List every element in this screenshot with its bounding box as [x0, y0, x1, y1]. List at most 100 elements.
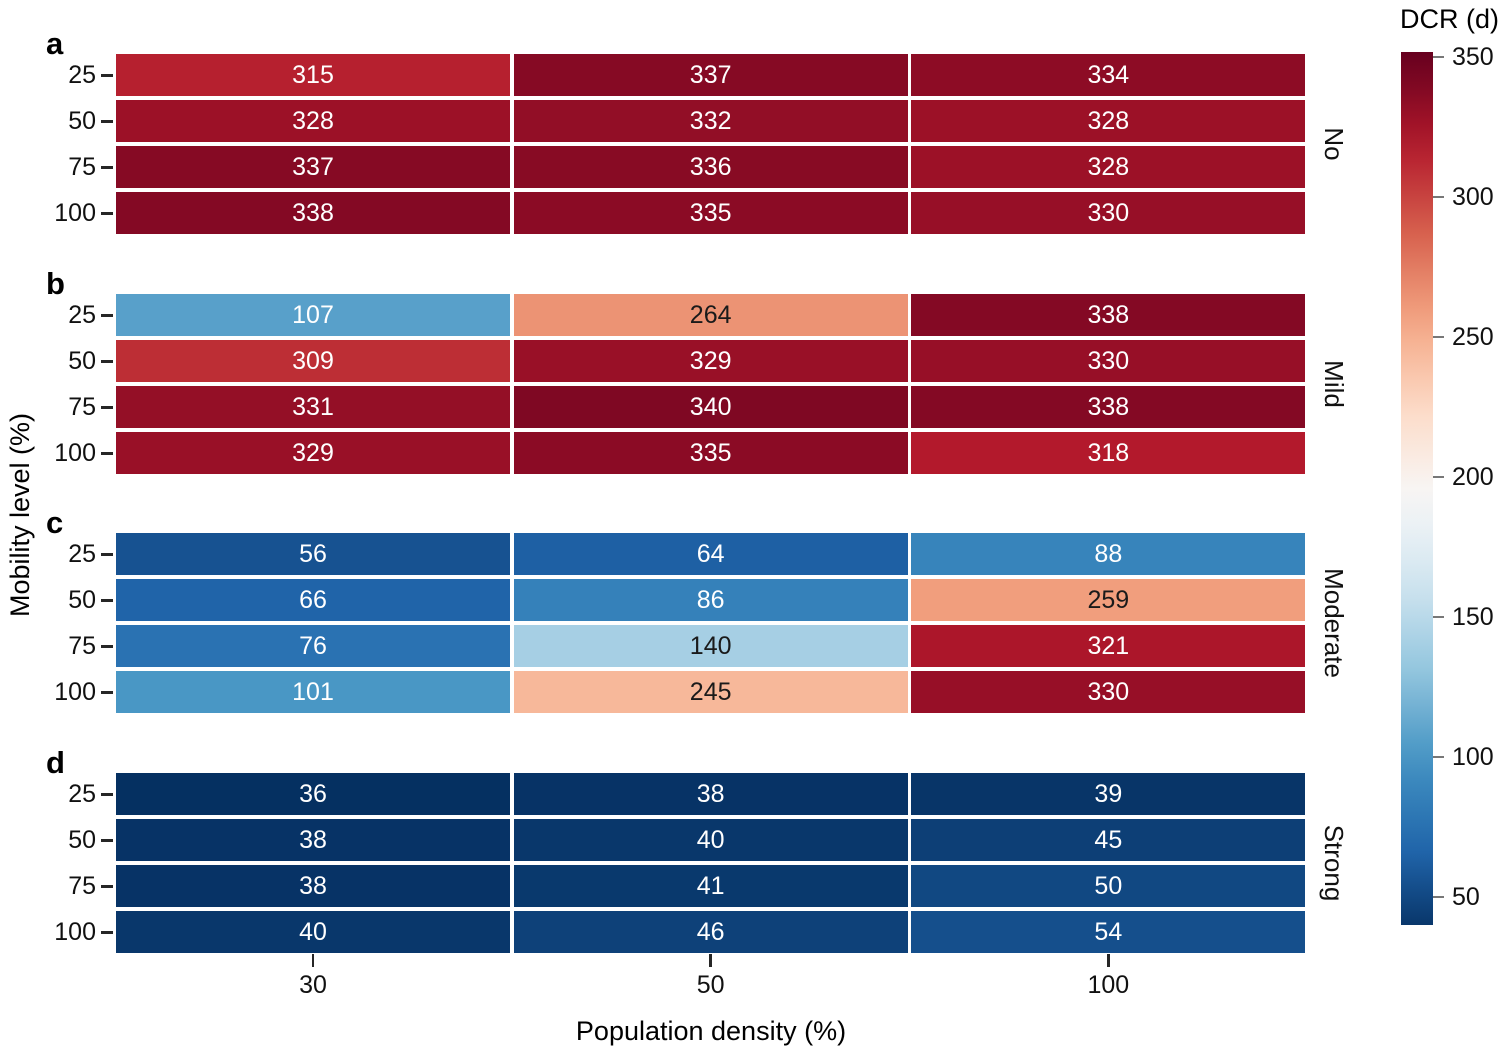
y-tick-label: 75	[68, 153, 96, 181]
heatmap-cell-b-r2-c2: 338	[911, 386, 1306, 428]
heatmap-cell-d-r1-c2: 45	[911, 819, 1306, 861]
panel-side-label-no: No	[1319, 127, 1349, 161]
y-tick-label: 75	[68, 872, 96, 900]
heatmap-cell-c-r3-c1: 245	[513, 671, 908, 713]
y-tick-mark	[101, 931, 113, 934]
y-tick-label: 100	[54, 918, 96, 946]
y-tick-label: 100	[54, 678, 96, 706]
heatmap-cell-a-r1-c2: 328	[911, 100, 1306, 142]
panel-letter-d: d	[46, 745, 65, 780]
colorbar-tick-label: 100	[1452, 743, 1494, 771]
y-tick-mark	[101, 166, 113, 169]
y-tick-mark	[101, 599, 113, 602]
colorbar-tick-mark	[1433, 755, 1444, 759]
heatmap-cell-b-r1-c2: 330	[911, 340, 1306, 382]
heatmap-cell-b-r2-c1: 340	[513, 386, 908, 428]
colorbar-title: DCR (d)	[1400, 4, 1499, 34]
heatmap-cell-d-r3-c1: 46	[513, 911, 908, 953]
heatmap-cell-b-r0-c0: 107	[116, 294, 510, 336]
x-tick-mark	[709, 954, 712, 967]
heatmap-cell-c-r0-c1: 64	[513, 533, 908, 575]
y-tick-label: 50	[68, 586, 96, 614]
y-tick-mark	[101, 645, 113, 648]
panel-side-label-strong: Strong	[1319, 824, 1349, 902]
heatmap-cell-a-r1-c0: 328	[116, 100, 510, 142]
colorbar-tick-mark	[1433, 615, 1444, 619]
heatmap-cell-d-r2-c1: 41	[513, 865, 908, 907]
heatmap-cell-c-r2-c1: 140	[513, 625, 908, 667]
y-tick-mark	[101, 793, 113, 796]
heatmap-cell-b-r3-c2: 318	[911, 432, 1306, 474]
heatmap-cell-d-r0-c2: 39	[911, 773, 1306, 815]
heatmap-cell-c-r0-c2: 88	[911, 533, 1306, 575]
heatmap-cell-b-r1-c1: 329	[513, 340, 908, 382]
heatmap-cell-a-r0-c2: 334	[911, 54, 1306, 96]
heatmap-cell-b-r1-c0: 309	[116, 340, 510, 382]
panel-side-label-moderate: Moderate	[1319, 568, 1349, 678]
heatmap-cell-a-r2-c2: 328	[911, 146, 1306, 188]
heatmap-cell-a-r3-c1: 335	[513, 192, 908, 234]
y-tick-label: 75	[68, 393, 96, 421]
y-tick-mark	[101, 74, 113, 77]
panel-letter-c: c	[46, 505, 64, 540]
heatmap-cell-a-r0-c0: 315	[116, 54, 510, 96]
heatmap-cell-d-r2-c2: 50	[911, 865, 1306, 907]
colorbar-tick-mark	[1433, 335, 1444, 339]
y-tick-label: 75	[68, 632, 96, 660]
heatmap-cell-c-r3-c2: 330	[911, 671, 1306, 713]
y-tick-mark	[101, 406, 113, 409]
heatmap-cell-a-r3-c2: 330	[911, 192, 1306, 234]
y-tick-mark	[101, 839, 113, 842]
y-tick-label: 50	[68, 347, 96, 375]
heatmap-cell-d-r3-c2: 54	[911, 911, 1306, 953]
y-tick-mark	[101, 212, 113, 215]
colorbar-tick-label: 300	[1452, 183, 1494, 211]
heatmap-cell-a-r0-c1: 337	[513, 54, 908, 96]
heatmap-cell-a-r3-c0: 338	[116, 192, 510, 234]
y-tick-label: 100	[54, 199, 96, 227]
heatmap-cell-d-r1-c0: 38	[116, 819, 510, 861]
colorbar-tick-label: 250	[1452, 323, 1494, 351]
heatmap-cell-b-r0-c1: 264	[513, 294, 908, 336]
x-axis-label: Population density (%)	[575, 1016, 847, 1046]
heatmap-cell-c-r0-c0: 56	[116, 533, 510, 575]
heatmap-cell-c-r1-c1: 86	[513, 579, 908, 621]
panel-letter-b: b	[46, 266, 65, 301]
heatmap-cell-d-r2-c0: 38	[116, 865, 510, 907]
y-tick-mark	[101, 314, 113, 317]
colorbar-tick-label: 150	[1452, 603, 1494, 631]
y-tick-mark	[101, 553, 113, 556]
heatmap-cell-d-r3-c0: 40	[116, 911, 510, 953]
y-tick-label: 25	[68, 540, 96, 568]
y-tick-label: 25	[68, 61, 96, 89]
heatmap-cell-a-r1-c1: 332	[513, 100, 908, 142]
heatmap-cell-c-r3-c0: 101	[116, 671, 510, 713]
y-tick-label: 25	[68, 301, 96, 329]
heatmap-cell-b-r0-c2: 338	[911, 294, 1306, 336]
heatmap-cell-c-r1-c0: 66	[116, 579, 510, 621]
heatmap-cell-c-r2-c2: 321	[911, 625, 1306, 667]
colorbar-tick-mark	[1433, 475, 1444, 479]
colorbar-gradient	[1401, 52, 1433, 925]
panel-letter-a: a	[46, 26, 64, 61]
heatmap-cell-d-r1-c1: 40	[513, 819, 908, 861]
x-tick-mark	[311, 954, 315, 967]
y-tick-label: 50	[68, 826, 96, 854]
colorbar-tick-mark	[1433, 195, 1444, 199]
x-tick-mark	[1107, 954, 1110, 967]
y-tick-mark	[101, 885, 113, 888]
colorbar-tick-mark	[1433, 895, 1444, 899]
y-tick-mark	[101, 120, 113, 123]
y-tick-mark	[101, 360, 113, 363]
x-tick-label: 100	[1087, 971, 1130, 999]
x-tick-label: 50	[696, 971, 725, 999]
y-tick-label: 25	[68, 780, 96, 808]
heatmap-cell-b-r2-c0: 331	[116, 386, 510, 428]
heatmap-cell-a-r2-c1: 336	[513, 146, 908, 188]
heatmap-cell-b-r3-c1: 335	[513, 432, 908, 474]
heatmap-cell-b-r3-c0: 329	[116, 432, 510, 474]
x-tick-label: 30	[299, 971, 327, 999]
y-tick-mark	[101, 452, 113, 455]
heatmap-cell-d-r0-c0: 36	[116, 773, 510, 815]
y-tick-label: 100	[54, 439, 96, 467]
